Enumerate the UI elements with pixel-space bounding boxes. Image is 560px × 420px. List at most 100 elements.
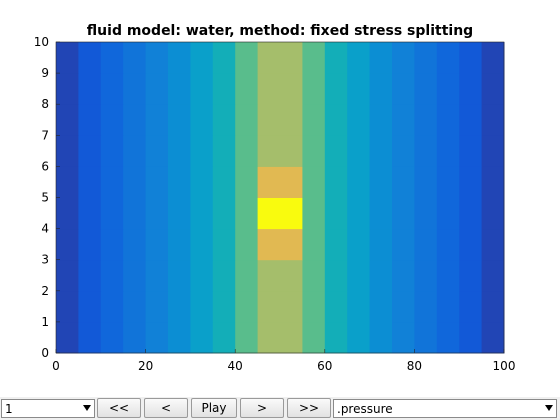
heatmap-cell — [414, 42, 438, 74]
heatmap-cell — [56, 135, 79, 167]
heatmap-cell — [168, 321, 191, 354]
heatmap-cell — [324, 166, 348, 198]
heatmap-cell — [369, 259, 393, 292]
heatmap-cell — [145, 42, 169, 74]
heatmap-cell — [280, 197, 303, 230]
heatmap-cell — [280, 290, 303, 323]
heatmap-cell — [78, 197, 102, 230]
heatmap-cell — [100, 104, 124, 136]
heatmap-cell — [481, 228, 505, 261]
heatmap-cell — [212, 135, 236, 167]
heatmap-cell — [436, 197, 460, 230]
previous-frame-button[interactable]: < — [144, 398, 188, 418]
heatmap-cell — [190, 166, 214, 198]
heatmap-cell — [369, 197, 393, 230]
heatmap-cell — [436, 73, 460, 105]
heatmap-cell — [302, 197, 326, 230]
heatmap-cell — [257, 166, 281, 198]
heatmap-cell — [123, 73, 147, 105]
heatmap-cell — [414, 228, 438, 261]
heatmap-cell — [459, 135, 483, 167]
heatmap-cell — [190, 73, 214, 105]
heatmap-cell — [324, 135, 348, 167]
heatmap-cell — [414, 104, 438, 136]
heatmap-cell — [190, 104, 214, 136]
first-frame-button[interactable]: << — [97, 398, 141, 418]
heatmap-cell — [481, 135, 505, 167]
field-select[interactable]: .pressure — [333, 399, 557, 418]
heatmap-cell — [212, 166, 236, 198]
heatmap-cell — [324, 42, 348, 74]
heatmap-cell — [212, 321, 236, 354]
heatmap-cell — [100, 166, 124, 198]
next-frame-button[interactable]: > — [240, 398, 284, 418]
y-tick-label: 3 — [41, 253, 49, 267]
heatmap-cell — [78, 73, 102, 105]
heatmap-cell — [392, 166, 415, 198]
heatmap-cell — [392, 42, 415, 74]
heatmap-cell — [56, 259, 79, 292]
heatmap-cell — [145, 166, 169, 198]
chevron-down-icon — [545, 405, 553, 411]
heatmap-cell — [123, 290, 147, 323]
heatmap-cell — [190, 197, 214, 230]
heatmap-cell — [100, 259, 124, 292]
heatmap-cell — [78, 104, 102, 136]
heatmap-cell — [145, 228, 169, 261]
heatmap-cell — [347, 73, 371, 105]
heatmap-cell — [56, 197, 79, 230]
heatmap-cell — [414, 73, 438, 105]
chevron-down-icon — [83, 405, 91, 411]
heatmap-cell — [257, 321, 281, 354]
y-tick-label: 9 — [41, 66, 49, 80]
heatmap-cell — [369, 228, 393, 261]
heatmap-cell — [324, 321, 348, 354]
heatmap-cell — [212, 197, 236, 230]
heatmap-cell — [78, 228, 102, 261]
heatmap-cell — [302, 166, 326, 198]
heatmap-cell — [100, 135, 124, 167]
heatmap-cell — [168, 228, 191, 261]
x-axis: 0 20 40 60 80 100 — [52, 349, 515, 373]
plot: fluid model: water, method: fixed stress… — [34, 23, 516, 373]
heatmap-cell — [123, 135, 147, 167]
heatmap-cell — [369, 321, 393, 354]
field-select-value: .pressure — [337, 401, 393, 416]
heatmap-cell — [481, 321, 505, 354]
heatmap-cell — [123, 259, 147, 292]
heatmap-cell — [369, 290, 393, 323]
heatmap-cell — [235, 259, 259, 292]
heatmap-cell — [190, 135, 214, 167]
y-tick-label: 4 — [41, 222, 49, 236]
heatmap-cell — [123, 166, 147, 198]
frame-select[interactable]: 1 — [1, 399, 95, 418]
heatmap-cell — [212, 42, 236, 74]
heatmap-cell — [235, 166, 259, 198]
heatmap-cell — [168, 290, 191, 323]
heatmap-cell — [190, 42, 214, 74]
y-tick-label: 5 — [41, 191, 49, 205]
last-frame-button[interactable]: >> — [287, 398, 331, 418]
heatmap-cell — [481, 42, 505, 74]
heatmap-cell — [235, 197, 259, 230]
heatmap-cell — [436, 259, 460, 292]
heatmap-cell — [280, 321, 303, 354]
heatmap-cell — [257, 228, 281, 261]
heatmap-cell — [347, 42, 371, 74]
heatmap-cell — [436, 42, 460, 74]
heatmap-cell — [324, 197, 348, 230]
heatmap-cell — [280, 42, 303, 74]
heatmap-cell — [190, 290, 214, 323]
play-button[interactable]: Play — [191, 398, 237, 418]
heatmap-cell — [347, 197, 371, 230]
heatmap-cell — [392, 73, 415, 105]
heatmap-cell — [257, 42, 281, 74]
heatmap-cell — [324, 104, 348, 136]
heatmap-cell — [257, 104, 281, 136]
heatmap-cell — [347, 166, 371, 198]
heatmap-cell — [56, 73, 79, 105]
heatmap-cell — [392, 197, 415, 230]
heatmap-cell — [280, 104, 303, 136]
heatmap-cell — [78, 42, 102, 74]
heatmap-cell — [100, 228, 124, 261]
